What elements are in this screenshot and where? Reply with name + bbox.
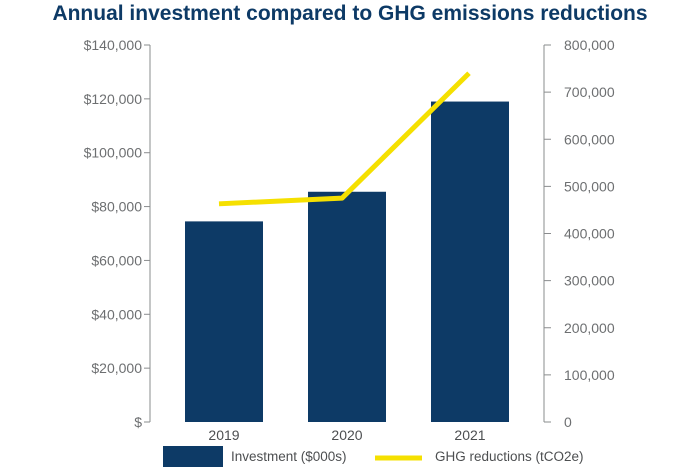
chart-title: Annual investment compared to GHG emissi…	[52, 2, 648, 25]
bar-series	[185, 101, 509, 423]
x-tick-label: 2020	[331, 427, 362, 443]
left-tick-label: $60,000	[91, 252, 142, 268]
left-tick-label: $20,000	[91, 360, 142, 376]
x-axis-labels: 2019 2020 2021	[208, 427, 485, 443]
left-tick-label: $120,000	[84, 91, 143, 107]
bar	[431, 101, 509, 423]
left-tick-label: $	[134, 414, 142, 430]
right-tick-label: 100,000	[564, 367, 615, 383]
left-tick-label: $80,000	[91, 199, 142, 215]
left-y-axis: $ $20,000 $40,000 $60,000 $80,000 $100,000 $12…	[84, 37, 151, 430]
right-tick-label: 500,000	[564, 178, 615, 194]
bar	[308, 191, 386, 422]
bar	[185, 221, 263, 422]
right-tick-label: 300,000	[564, 273, 615, 289]
left-tick-label: $40,000	[91, 306, 142, 322]
right-tick-label: 400,000	[564, 226, 615, 242]
legend-label-ghg: GHG reductions (tCO2e)	[435, 449, 584, 464]
right-tick-label: 600,000	[564, 131, 615, 147]
right-tick-label: 800,000	[564, 37, 615, 53]
legend: Investment ($000s) GHG reductions (tCO2e)	[163, 446, 584, 467]
x-tick-label: 2021	[454, 427, 485, 443]
legend-swatch-investment	[163, 446, 223, 467]
right-tick-label: 0	[564, 414, 572, 430]
line-series	[218, 71, 471, 207]
legend-label-investment: Investment ($000s)	[231, 449, 347, 464]
left-tick-label: $100,000	[84, 145, 143, 161]
right-tick-label: 200,000	[564, 320, 615, 336]
left-tick-label: $140,000	[84, 37, 143, 53]
right-y-axis: 0 100,000 200,000 300,000 400,000 500,000 600,…	[543, 37, 615, 430]
right-tick-label: 700,000	[564, 84, 615, 100]
x-tick-label: 2019	[208, 427, 239, 443]
